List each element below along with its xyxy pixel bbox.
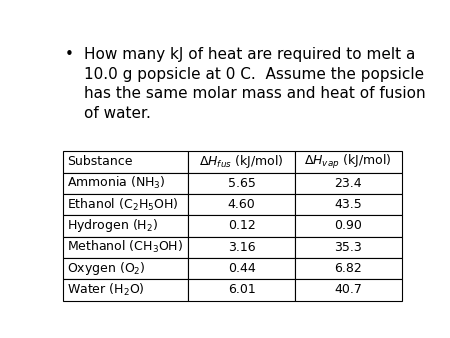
Text: $\Delta H_{fus}$ (kJ/mol): $\Delta H_{fus}$ (kJ/mol)	[199, 153, 284, 170]
Bar	[189, 215, 295, 237]
Text: How many kJ of heat are required to melt a: How many kJ of heat are required to melt…	[84, 47, 415, 62]
Bar	[189, 258, 295, 279]
Text: of water.: of water.	[84, 105, 151, 121]
Text: $\Delta H_{vap}$ (kJ/mol): $\Delta H_{vap}$ (kJ/mol)	[305, 153, 392, 171]
Text: Hydrogen (H$_2$): Hydrogen (H$_2$)	[68, 217, 158, 234]
Bar	[295, 237, 401, 258]
Text: 10.0 g popsicle at 0 C.  Assume the popsicle: 10.0 g popsicle at 0 C. Assume the popsi…	[84, 67, 424, 81]
Bar	[295, 194, 401, 215]
Text: Water (H$_2$O): Water (H$_2$O)	[68, 282, 145, 298]
Bar	[63, 258, 189, 279]
Bar	[63, 194, 189, 215]
Bar	[295, 151, 401, 172]
Text: 6.01: 6.01	[228, 283, 256, 296]
Text: 0.12: 0.12	[228, 219, 256, 232]
Bar	[63, 237, 189, 258]
Bar	[189, 172, 295, 194]
Text: 4.60: 4.60	[228, 198, 256, 211]
Text: Ammonia (NH$_3$): Ammonia (NH$_3$)	[68, 175, 166, 191]
Bar	[295, 279, 401, 300]
Bar	[295, 215, 401, 237]
Text: 23.4: 23.4	[334, 177, 362, 190]
Text: Substance: Substance	[68, 155, 133, 168]
Text: 35.3: 35.3	[334, 241, 362, 254]
Bar	[295, 172, 401, 194]
Text: Methanol (CH$_3$OH): Methanol (CH$_3$OH)	[68, 239, 184, 255]
Bar	[63, 172, 189, 194]
Bar	[63, 151, 189, 172]
Text: 40.7: 40.7	[334, 283, 362, 296]
Bar	[189, 194, 295, 215]
Bar	[189, 151, 295, 172]
Bar	[63, 215, 189, 237]
Bar	[189, 279, 295, 300]
Bar	[189, 237, 295, 258]
Text: 0.90: 0.90	[334, 219, 362, 232]
Bar	[63, 279, 189, 300]
Text: 43.5: 43.5	[334, 198, 362, 211]
Bar	[295, 258, 401, 279]
Text: has the same molar mass and heat of fusion: has the same molar mass and heat of fusi…	[84, 86, 426, 101]
Text: 3.16: 3.16	[228, 241, 256, 254]
Text: 5.65: 5.65	[228, 177, 256, 190]
Text: 6.82: 6.82	[334, 262, 362, 275]
Text: Oxygen (O$_2$): Oxygen (O$_2$)	[68, 260, 146, 277]
Text: 0.44: 0.44	[228, 262, 256, 275]
Text: •: •	[65, 47, 74, 62]
Text: Ethanol (C$_2$H$_5$OH): Ethanol (C$_2$H$_5$OH)	[68, 196, 179, 213]
